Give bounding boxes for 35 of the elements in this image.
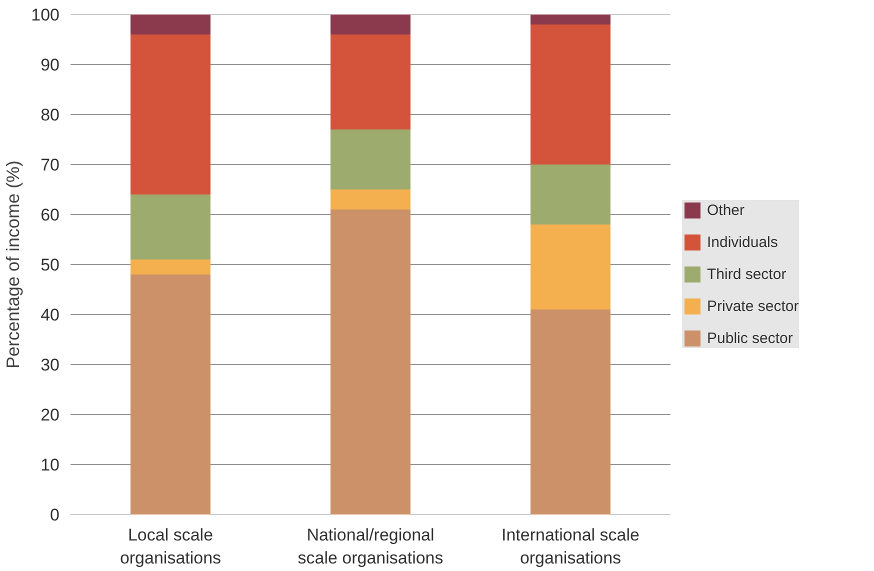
legend-label: Public sector — [707, 330, 793, 346]
legend-label: Private sector — [707, 298, 799, 314]
y-tick-label: 60 — [40, 206, 60, 224]
legend-label: Individuals — [707, 234, 778, 250]
x-tick-label: International scale organisations — [502, 526, 640, 568]
y-tick-label: 100 — [31, 6, 60, 24]
bar — [330, 210, 410, 514]
y-tick-label: 50 — [40, 256, 60, 274]
x-tick-label: Local scale organisations — [120, 526, 222, 568]
legend-label: Other — [707, 202, 745, 218]
bar — [130, 34, 210, 194]
y-tick-label: 0 — [50, 506, 60, 524]
y-tick-label: 40 — [40, 306, 60, 324]
bar — [130, 194, 210, 260]
bar — [330, 34, 410, 130]
bar — [530, 224, 610, 310]
bar — [330, 190, 410, 210]
bar — [530, 14, 610, 24]
x-tick-label: National/regional scale organisations — [298, 526, 444, 568]
bar — [330, 14, 410, 34]
y-tick-label: 10 — [40, 456, 60, 474]
y-axis-title: Percentage of income (%) — [3, 160, 24, 369]
bar — [130, 14, 210, 34]
y-tick-label: 30 — [40, 356, 60, 374]
bar — [530, 24, 610, 164]
legend-label: Third sector — [707, 266, 786, 282]
bar — [130, 260, 210, 274]
bar — [130, 274, 210, 514]
bar — [530, 310, 610, 514]
y-tick-label: 20 — [40, 406, 60, 424]
y-tick-label: 70 — [40, 156, 60, 174]
y-tick-label: 90 — [40, 56, 60, 74]
y-tick-label: 80 — [40, 106, 60, 124]
bar — [330, 130, 410, 190]
bar — [530, 164, 610, 224]
